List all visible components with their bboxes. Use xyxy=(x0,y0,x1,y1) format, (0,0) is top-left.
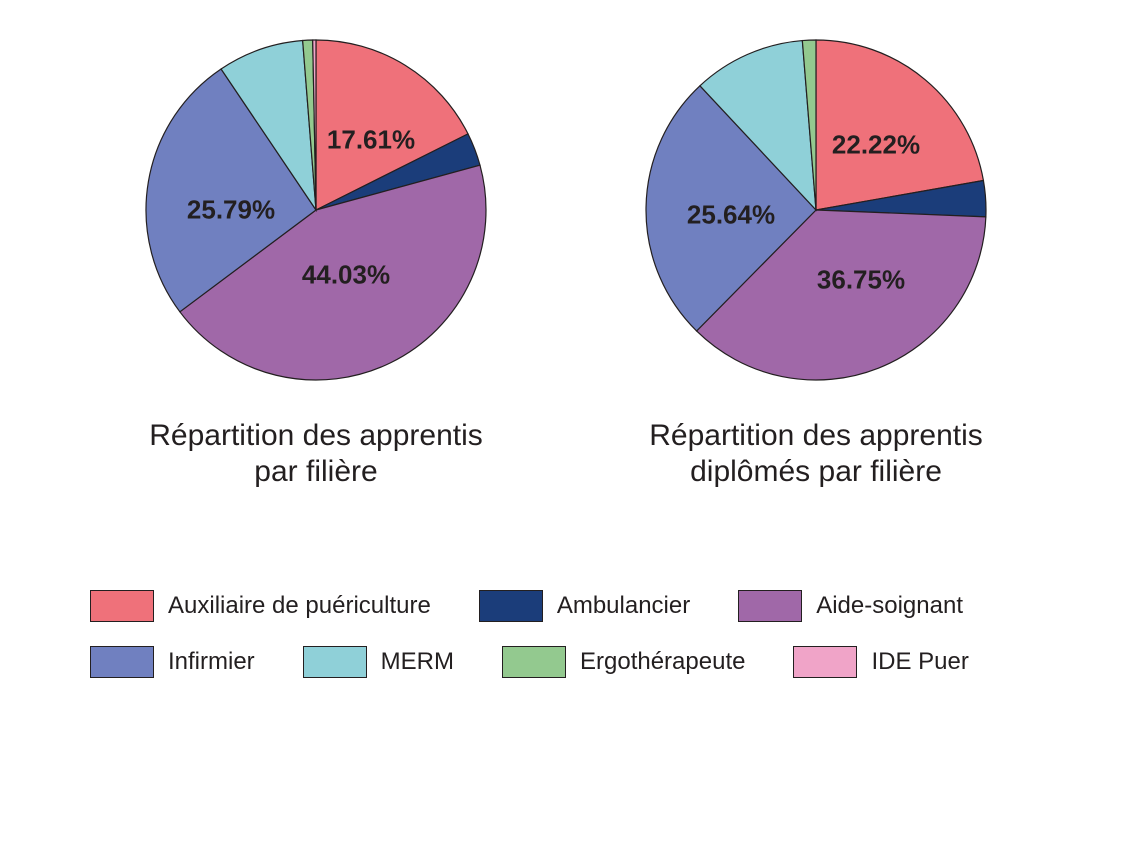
chart-left-title-line1: Répartition des apprentis xyxy=(149,419,483,452)
pie-slice-label-infirmier: 25.79% xyxy=(187,195,275,226)
legend: Auxiliaire de puériculture Ambulancier Aid… xyxy=(0,590,1132,678)
legend-label-ergo: Ergothérapeute xyxy=(580,648,745,676)
legend-swatch-ide_puer xyxy=(793,646,857,678)
legend-label-merm: MERM xyxy=(381,648,454,676)
legend-item-infirmier: Infirmier xyxy=(90,646,255,678)
chart-right-title: Répartition des apprentis diplômés par f… xyxy=(649,418,983,490)
legend-swatch-aide_soignant xyxy=(738,590,802,622)
pie-chart-right: 22.22% 36.75% 25.64% xyxy=(636,30,996,390)
chart-left-title: Répartition des apprentis par filière xyxy=(149,418,483,490)
chart-right-block: 22.22% 36.75% 25.64% Répartition des appre… xyxy=(636,30,996,490)
legend-swatch-ergo xyxy=(502,646,566,678)
legend-swatch-merm xyxy=(303,646,367,678)
pie-slice-label-auxiliaire: 17.61% xyxy=(327,125,415,156)
legend-label-auxiliaire: Auxiliaire de puériculture xyxy=(168,592,431,620)
legend-row: Infirmier MERM Ergothérapeute IDE Puer xyxy=(90,646,1052,678)
legend-item-auxiliaire: Auxiliaire de puériculture xyxy=(90,590,431,622)
legend-row: Auxiliaire de puériculture Ambulancier Aid… xyxy=(90,590,1052,622)
legend-item-merm: MERM xyxy=(303,646,454,678)
legend-label-aide_soignant: Aide-soignant xyxy=(816,592,963,620)
legend-swatch-infirmier xyxy=(90,646,154,678)
legend-item-ergo: Ergothérapeute xyxy=(502,646,745,678)
pie-slice-label-infirmier: 25.64% xyxy=(687,200,775,231)
pie-slice-label-aide_soignant: 36.75% xyxy=(817,265,905,296)
page: 17.61% 44.03% 25.79% Répartition des appre… xyxy=(0,0,1132,852)
legend-swatch-auxiliaire xyxy=(90,590,154,622)
legend-label-infirmier: Infirmier xyxy=(168,648,255,676)
legend-label-ide_puer: IDE Puer xyxy=(871,648,968,676)
chart-right-title-line1: Répartition des apprentis xyxy=(649,419,983,452)
chart-left-title-line2: par filière xyxy=(254,455,377,488)
legend-swatch-ambulancier xyxy=(479,590,543,622)
legend-item-ambulancier: Ambulancier xyxy=(479,590,690,622)
legend-item-aide_soignant: Aide-soignant xyxy=(738,590,963,622)
chart-right-title-line2: diplômés par filière xyxy=(690,455,942,488)
pie-slice-label-aide_soignant: 44.03% xyxy=(302,260,390,291)
legend-item-ide_puer: IDE Puer xyxy=(793,646,968,678)
charts-row: 17.61% 44.03% 25.79% Répartition des appre… xyxy=(0,30,1132,490)
legend-label-ambulancier: Ambulancier xyxy=(557,592,690,620)
chart-left-block: 17.61% 44.03% 25.79% Répartition des appre… xyxy=(136,30,496,490)
pie-chart-left: 17.61% 44.03% 25.79% xyxy=(136,30,496,390)
pie-slice-label-auxiliaire: 22.22% xyxy=(832,130,920,161)
